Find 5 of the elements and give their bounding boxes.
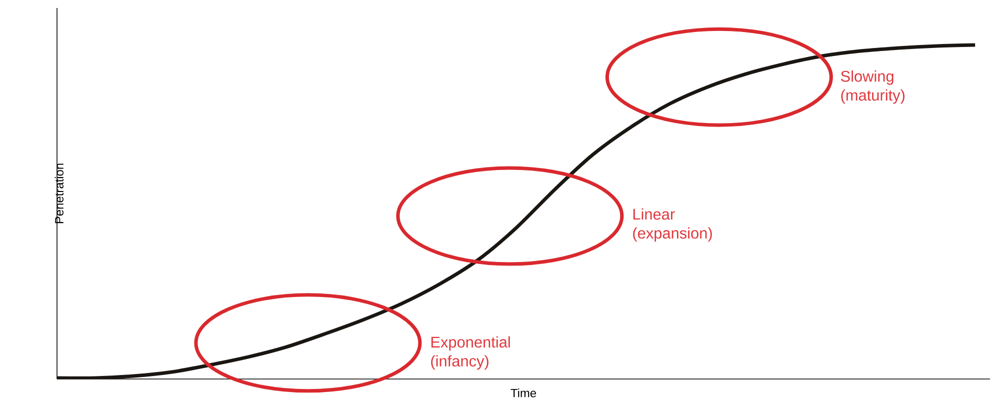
annotation: Exponential (infancy) — [431, 336, 510, 370]
y-axis-title: Penetration — [54, 164, 64, 224]
annotation: Slowing (maturity) — [840, 70, 904, 104]
x-axis-title: Time — [510, 388, 536, 398]
annotation: Linear (expansion) — [633, 208, 712, 242]
